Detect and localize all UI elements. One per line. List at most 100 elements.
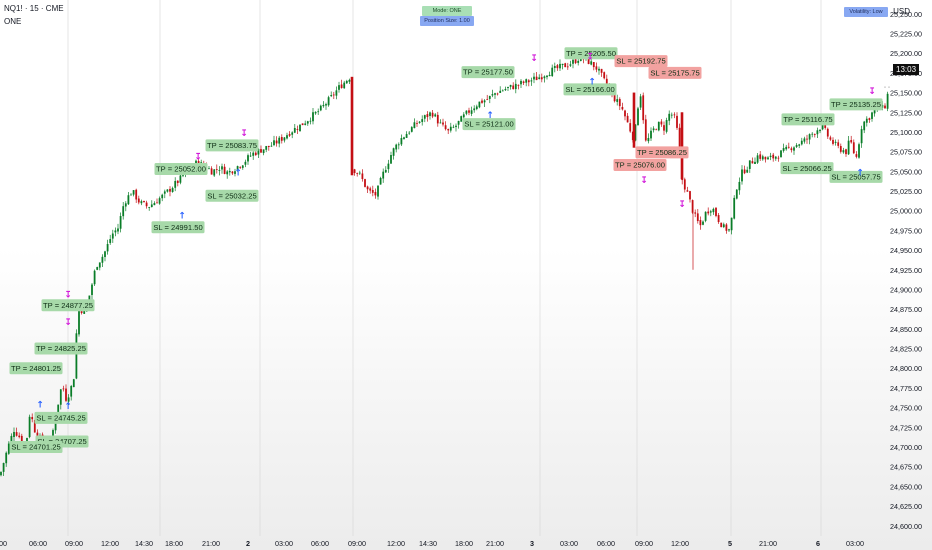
y-tick-label: 25,200.00: [890, 49, 922, 58]
candle-body: [756, 155, 759, 163]
candle-body: [280, 137, 283, 141]
candle-body: [405, 134, 408, 138]
label-box: [829, 98, 883, 111]
candle-body: [418, 121, 421, 123]
label-text: SL = 25032.25: [207, 191, 256, 200]
candle-body: [553, 66, 556, 69]
candle-body: [603, 72, 606, 79]
candle-body: [10, 435, 13, 445]
candle-body: [350, 76, 354, 176]
candle-body: [696, 213, 699, 222]
label-text: TP = 25086.25: [637, 148, 687, 157]
label-box: [462, 118, 516, 131]
candle-body: [65, 388, 67, 401]
x-tick-label: 06:00: [311, 539, 329, 548]
candle-body: [283, 137, 286, 141]
symbol-title[interactable]: NQ1! · 15 · CME: [4, 4, 64, 13]
candle-body: [13, 431, 15, 438]
candle-body: [691, 200, 694, 213]
y-tick-label: 24,850.00: [890, 325, 922, 334]
candle-body: [387, 163, 390, 170]
candle-body: [837, 142, 840, 146]
candle-body: [343, 82, 346, 89]
candle-body: [213, 169, 216, 176]
candle-body: [156, 202, 158, 204]
candle-body: [249, 155, 252, 157]
tp-sl-label: SL = 24991.50: [151, 221, 205, 234]
candle-body: [803, 138, 806, 142]
x-tick-label: 09:00: [635, 539, 653, 548]
candle-body: [153, 203, 156, 206]
x-tick-label: 21:00: [202, 539, 220, 548]
label-text: TP = 24877.25: [43, 301, 93, 310]
candle-body: [234, 171, 236, 174]
candle-body: [863, 121, 866, 131]
position-size-badge: Position Size: 1.00: [420, 16, 474, 26]
exit-arrow-icon: ↧: [64, 290, 72, 300]
candle-body: [572, 59, 574, 64]
candle-body: [782, 148, 785, 151]
candle-body: [826, 128, 829, 137]
tp-sl-label: SL = 24745.25: [34, 411, 88, 424]
label-text: TP = 25076.00: [615, 161, 665, 170]
candle-body: [860, 129, 863, 144]
candle-body: [702, 221, 704, 225]
label-text: SL = 25192.75: [616, 57, 665, 66]
label-text: SL = 24701.25: [11, 443, 60, 452]
candle-body: [161, 194, 164, 199]
candle-body: [512, 85, 515, 90]
sl-label-red: SL = 25192.75: [614, 55, 668, 68]
indicator-name[interactable]: ONE: [4, 17, 22, 26]
x-tick-label: 12:00: [101, 539, 119, 548]
candle-body: [176, 180, 179, 183]
y-tick-label: 24,625.00: [890, 502, 922, 511]
candle-body: [130, 194, 132, 196]
candle-body: [704, 211, 707, 221]
label-box: [205, 139, 259, 152]
candle-body: [296, 129, 299, 130]
candle-body: [559, 63, 561, 69]
candle-body: [462, 114, 465, 118]
y-tick-label: 25,125.00: [890, 108, 922, 117]
candle-body: [642, 95, 645, 121]
candle-body: [327, 97, 330, 106]
y-tick-label: 25,000.00: [890, 207, 922, 216]
y-tick-label: 25,225.00: [890, 30, 922, 39]
tp-sl-label: SL = 25121.00: [462, 118, 516, 131]
candle-body: [504, 89, 507, 91]
candle-body: [712, 208, 715, 213]
candle-body: [735, 189, 738, 199]
candle-body: [7, 443, 10, 454]
candle-body: [798, 144, 801, 146]
label-text: TP = 25135.25: [831, 100, 881, 109]
candle-body: [540, 77, 543, 80]
candle-body: [348, 79, 351, 82]
candle-body: [117, 228, 119, 232]
candle-body: [254, 152, 257, 155]
candle-body: [772, 154, 775, 159]
last-price-tag: 13:03: [893, 64, 920, 75]
candle-body: [426, 114, 429, 118]
label-text: SL = 25166.00: [565, 85, 614, 94]
candle-body: [751, 161, 754, 164]
candle-body: [709, 211, 712, 213]
candle-body: [260, 149, 262, 153]
sl-label-red: TP = 25076.00: [613, 159, 667, 172]
label-box: [205, 189, 259, 202]
entry-arrow-icon: ↑: [486, 111, 494, 121]
label-text: SL = 24991.50: [153, 223, 202, 232]
y-tick-label: 25,075.00: [890, 148, 922, 157]
tp-sl-label: TP = 25052.00: [154, 162, 208, 175]
candle-body: [257, 148, 260, 155]
candle-body: [452, 126, 455, 128]
y-tick-label: 24,825.00: [890, 345, 922, 354]
candle-body: [135, 189, 138, 200]
candle-body: [676, 115, 678, 128]
candle-body: [470, 110, 473, 114]
tp-sl-label: TP = 25177.50: [461, 66, 515, 79]
entry-arrow-icon: ↑: [856, 168, 864, 178]
candle-body: [332, 94, 335, 96]
candle-body: [429, 112, 431, 117]
x-tick-label: 2: [246, 539, 250, 548]
